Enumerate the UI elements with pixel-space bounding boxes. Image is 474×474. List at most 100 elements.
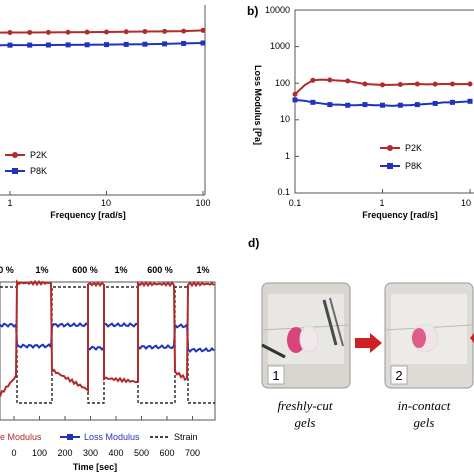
data-point-p2k [292,91,298,97]
data-point-p2k [181,28,187,34]
data-point-p2k [362,81,368,87]
panel-c-series [0,279,215,404]
panel-c-x-tick-label-5: 500 [134,448,149,458]
panel-a-x-label: Frequency [rad/s] [50,210,126,220]
data-point-p2k [123,29,129,35]
panel-c-x-tick-label-1: 100 [32,448,47,458]
photo-1-number: 1 [272,368,279,383]
panel-b-series [292,77,473,108]
panel-c-x-label: Time [sec] [73,462,117,472]
series-line-strain [0,286,215,404]
arrow-right-partial-icon [470,333,474,343]
data-point-p8k [362,102,368,108]
data-point-p2k [310,77,316,83]
series-line-loss-modulus [0,322,215,353]
panel-a-x-tick-100: 100 [195,198,210,208]
panel-b-legend-marker-p2k [387,145,393,151]
series-line-storage-modulus [0,279,215,397]
photo-2-caption-line1: in-contact [398,398,451,413]
photo-1-freshly-cut: 1 [261,282,351,389]
panel-b-y-tick-1: 1 [285,151,290,161]
data-point-p2k [45,29,51,35]
data-point-p8k [7,42,13,48]
data-point-p8k [45,42,51,48]
panel-a-legend-p8k: P8K [30,166,47,176]
data-point-p8k [467,98,473,104]
panel-b-y-tick-10: 10 [280,114,290,124]
data-point-p2k [142,29,148,35]
panel-c-legend-strain: Strain [174,432,198,442]
panel-c: 0 % 1% 600 % 1% 600 % 1% 0 100 200 300 400 50… [0,265,216,472]
panel-b-x-tick-0.1: 0.1 [289,198,302,208]
panel-b-x-ticks [294,189,471,193]
photo-1-caption-line1: freshly-cut [277,398,332,413]
data-point-p2k [449,81,455,87]
panel-b: b) 10000 1000 100 10 1 0.1 0.1 1 10 Freq… [247,4,474,220]
photo-2-caption-line2: gels [414,415,435,430]
panel-c-x-tick-label-4: 400 [108,448,123,458]
data-point-p8k [104,42,109,48]
panel-a-x-tick-1: 1 [7,198,12,208]
panel-c-x-tick-label-2: 200 [57,448,72,458]
panel-c-top-label-3: 1% [114,265,127,275]
data-point-p2k [467,81,473,87]
data-point-p2k [414,81,420,87]
panel-b-y-tick-0.1: 0.1 [277,187,290,197]
gel-right-piece [299,325,319,353]
photo-2-number: 2 [395,368,402,383]
data-point-p2k [162,28,168,34]
panel-c-x-tick-label-3: 300 [83,448,98,458]
panel-b-x-label: Frequency [rad/s] [362,210,438,220]
panel-b-label: b) [247,4,258,18]
panel-c-legend-storage: e Modulus [0,432,42,442]
data-point-p2k [432,81,438,87]
panel-b-x-tick-1: 1 [379,198,384,208]
data-point-p8k [449,99,455,105]
data-point-p2k [345,78,351,84]
panel-c-top-label-5: 1% [196,265,209,275]
photo-1-caption-line2: gels [295,415,316,430]
panel-a-legend-p2k: P2K [30,150,47,160]
panel-a: 1 10 100 Frequency [rad/s] P2K P8K [0,5,211,220]
data-point-p2k [397,82,403,88]
data-point-p8k [65,42,71,48]
panel-b-legend-p8k: P8K [405,161,422,171]
data-point-p8k [123,41,129,47]
data-point-p8k [380,102,385,108]
panel-c-plot-frame [0,281,216,421]
panel-b-y-tick-1000: 1000 [270,41,290,51]
data-point-p8k [345,102,351,108]
panel-c-top-label-2: 600 % [72,265,98,275]
panel-b-legend-marker-p8k [387,163,393,169]
data-point-p8k [397,102,403,108]
panel-a-series [0,27,206,48]
panel-b-y-tick-100: 100 [275,78,290,88]
photo-2-number-box [390,365,408,385]
panel-c-top-label-0: 0 % [0,265,14,275]
data-point-p8k [292,97,298,103]
panel-c-x-tick-label-6: 600 [159,448,174,458]
photo-1-number-box [267,365,285,385]
panel-c-x-tick-label-7: 700 [185,448,200,458]
panel-a-legend-marker-p8k [12,168,18,174]
panel-b-y-label: Loss Modulus [Pa] [253,65,263,145]
panel-a-legend-marker-p2k [12,152,18,158]
photo-2-in-contact: 2 [384,282,474,389]
data-point-p8k [327,102,333,108]
panel-b-y-ticks [295,9,299,194]
panel-b-legend-p2k: P2K [405,143,422,153]
data-point-p8k [181,40,187,46]
panel-d-label: d) [248,236,259,250]
panel-b-y-tick-10000: 10000 [265,5,290,15]
series-line-p8k [0,41,204,47]
panel-d: d) 1 freshly-cut gels 2 in-c [248,236,474,430]
data-point-p2k [27,29,33,35]
tweezers-icon [322,299,338,346]
data-point-p2k [104,29,109,35]
data-point-p8k [414,102,420,108]
panel-b-x-tick-10: 10 [461,198,471,208]
data-point-p8k [27,42,33,48]
panel-c-x-tick-label-0: 0 [11,448,16,458]
data-point-p8k [200,40,206,46]
arrow-right-icon [355,333,382,353]
